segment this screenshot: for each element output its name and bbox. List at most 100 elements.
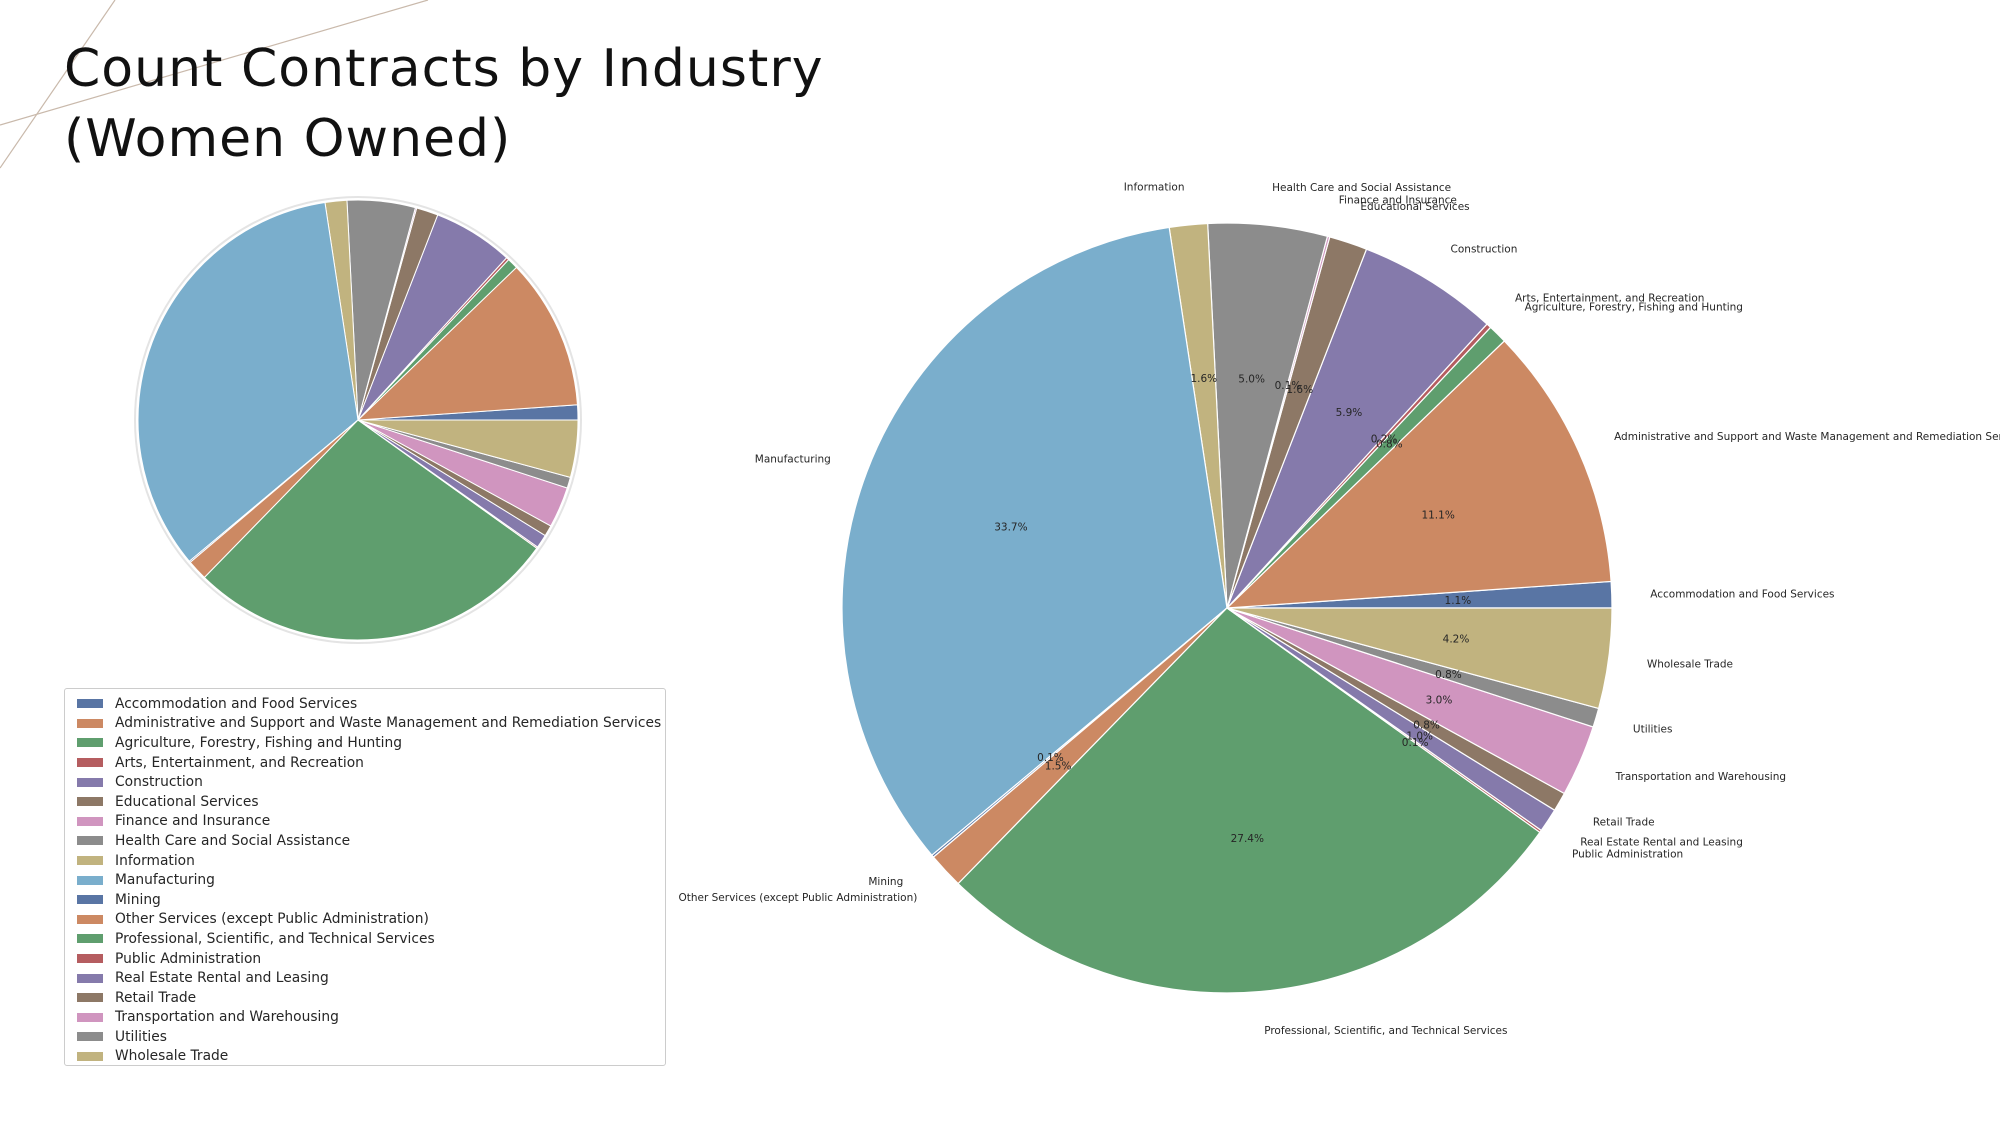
pie-value-label-professional-scientific-and-technical-services: 27.4% (1231, 833, 1264, 845)
small-pie-slice-wholesale-trade (357, 419, 579, 478)
legend-item-professional-scientific-and-technical-services: Professional, Scientific, and Technical … (71, 929, 665, 949)
legend-label: Accommodation and Food Services (115, 695, 358, 712)
title-line-1: Count Contracts by Industry (64, 39, 824, 99)
pie-value-label-accommodation-and-food-services: 1.1% (1445, 595, 1472, 607)
legend-label: Other Services (except Public Administra… (115, 911, 429, 928)
legend-label: Administrative and Support and Waste Man… (115, 715, 662, 732)
pie-category-label-health-care-and-social-assistance: Health Care and Social Assistance (1272, 182, 1451, 194)
legend-item-finance-and-insurance: Finance and Insurance (71, 812, 665, 832)
legend-item-health-care-and-social-assistance: Health Care and Social Assistance (71, 831, 665, 851)
decorative-lines (0, 0, 429, 169)
pie-value-label-utilities: 0.8% (1435, 669, 1462, 681)
legend-swatch (77, 934, 103, 944)
legend-item-transportation-and-warehousing: Transportation and Warehousing (71, 1008, 665, 1028)
legend-swatch (77, 1012, 103, 1022)
pie-value-label-manufacturing: 33.7% (994, 521, 1027, 533)
pie-category-label-manufacturing: Manufacturing (755, 453, 831, 465)
pie-category-label-administrative-and-support-and-waste-management-and-remediation-services: Administrative and Support and Waste Man… (1614, 431, 2000, 443)
pie-value-label-real-estate-rental-and-leasing: 1.0% (1406, 730, 1433, 742)
small-pie-slice-administrative-and-support-and-waste-management-and-remediation-services (356, 266, 579, 421)
legend-item-utilities: Utilities (71, 1027, 665, 1047)
legend-item-information: Information (71, 851, 665, 871)
pie-category-label-educational-services: Educational Services (1360, 201, 1469, 213)
legend-swatch (77, 993, 103, 1003)
legend-label: Arts, Entertainment, and Recreation (115, 754, 364, 771)
legend-item-accommodation-and-food-services: Accommodation and Food Services (71, 694, 665, 714)
legend-item-other-services-except-public-administration: Other Services (except Public Administra… (71, 910, 665, 930)
legend-item-real-estate-rental-and-leasing: Real Estate Rental and Leasing (71, 968, 665, 988)
pie-value-label-finance-and-insurance: 0.1% (1275, 380, 1302, 392)
pie-category-label-real-estate-rental-and-leasing: Real Estate Rental and Leasing (1580, 837, 1743, 849)
pie-category-label-arts-entertainment-and-recreation: Arts, Entertainment, and Recreation (1515, 292, 1704, 304)
legend-label: Utilities (115, 1028, 167, 1045)
legend-item-construction: Construction (71, 772, 665, 792)
pie-slice-professional-scientific-and-technical-services (957, 607, 1541, 994)
legend-swatch (77, 973, 103, 983)
legend-label: Information (115, 852, 195, 869)
pie-slice-construction (1226, 248, 1488, 609)
pie-category-label-accommodation-and-food-services: Accommodation and Food Services (1650, 588, 1834, 600)
legend-swatch (77, 914, 103, 924)
legend-item-wholesale-trade: Wholesale Trade (71, 1047, 665, 1067)
pie-category-label-mining: Mining (868, 876, 903, 888)
pie-category-label-wholesale-trade: Wholesale Trade (1647, 659, 1733, 671)
chart-legend: Accommodation and Food Services Administr… (64, 688, 666, 1066)
pie-value-label-mining: 0.1% (1037, 752, 1064, 764)
pie-category-label-public-administration: Public Administration (1572, 849, 1683, 861)
legend-swatch (77, 954, 103, 964)
legend-swatch (77, 836, 103, 846)
legend-label: Transportation and Warehousing (115, 1009, 339, 1026)
legend-item-retail-trade: Retail Trade (71, 988, 665, 1008)
pie-category-label-retail-trade: Retail Trade (1593, 816, 1655, 828)
legend-label: Health Care and Social Assistance (115, 832, 351, 849)
legend-label: Agriculture, Forestry, Fishing and Hunti… (115, 734, 402, 751)
legend-swatch (77, 777, 103, 787)
legend-item-agriculture-forestry-fishing-and-hunting: Agriculture, Forestry, Fishing and Hunti… (71, 733, 665, 753)
pie-value-label-information: 1.6% (1190, 373, 1217, 385)
legend-label: Professional, Scientific, and Technical … (115, 930, 435, 947)
legend-swatch (77, 856, 103, 866)
pie-category-label-agriculture-forestry-fishing-and-hunting: Agriculture, Forestry, Fishing and Hunti… (1525, 302, 1743, 314)
pie-value-label-administrative-and-support-and-waste-management-and-remediation-services: 11.1% (1421, 509, 1454, 521)
page-title: Count Contracts by Industry (Women Owned… (64, 34, 824, 174)
small-pie-slice-professional-scientific-and-technical-services (203, 419, 538, 641)
pie-value-label-wholesale-trade: 4.2% (1443, 633, 1470, 645)
legend-swatch (77, 699, 103, 709)
legend-swatch (77, 1051, 103, 1061)
legend-item-arts-entertainment-and-recreation: Arts, Entertainment, and Recreation (71, 753, 665, 773)
pie-category-label-utilities: Utilities (1633, 724, 1673, 736)
legend-swatch (77, 1032, 103, 1042)
small-pie-chart (134, 196, 582, 644)
legend-item-educational-services: Educational Services (71, 792, 665, 812)
pie-category-label-construction: Construction (1451, 243, 1518, 255)
pie-value-label-public-administration: 0.1% (1402, 737, 1429, 749)
pie-category-label-transportation-and-warehousing: Transportation and Warehousing (1615, 771, 1786, 783)
legend-label: Wholesale Trade (115, 1048, 229, 1065)
pie-value-label-health-care-and-social-assistance: 5.0% (1238, 373, 1265, 385)
pie-slice-manufacturing (841, 226, 1228, 857)
pie-value-label-transportation-and-warehousing: 3.0% (1426, 695, 1453, 707)
pie-value-label-other-services-except-public-administration: 1.5% (1045, 761, 1072, 773)
pie-value-label-arts-entertainment-and-recreation: 0.2% (1371, 434, 1398, 446)
small-pie-slice-manufacturing (137, 201, 359, 563)
pie-slice-administrative-and-support-and-waste-management-and-remediation-services (1225, 340, 1612, 609)
legend-item-mining: Mining (71, 890, 665, 910)
pie-category-label-other-services-except-public-administration: Other Services (except Public Administra… (678, 892, 917, 904)
pie-category-label-professional-scientific-and-technical-services: Professional, Scientific, and Technical … (1264, 1025, 1507, 1037)
pie-category-label-information: Information (1124, 182, 1185, 194)
pie-category-label-finance-and-insurance: Finance and Insurance (1339, 195, 1457, 207)
legend-swatch (77, 797, 103, 807)
legend-swatch (77, 718, 103, 728)
legend-swatch (77, 816, 103, 826)
legend-label: Public Administration (115, 950, 262, 967)
legend-item-public-administration: Public Administration (71, 949, 665, 969)
pie-slice-wholesale-trade (1226, 607, 1613, 710)
legend-label: Real Estate Rental and Leasing (115, 970, 329, 987)
legend-item-administrative-and-support-and-waste-management-and-remediation-services: Administrative and Support and Waste Man… (71, 714, 665, 734)
pie-value-label-agriculture-forestry-fishing-and-hunting: 0.8% (1376, 439, 1403, 451)
legend-swatch (77, 895, 103, 905)
legend-label: Retail Trade (115, 989, 197, 1006)
legend-swatch (77, 758, 103, 768)
